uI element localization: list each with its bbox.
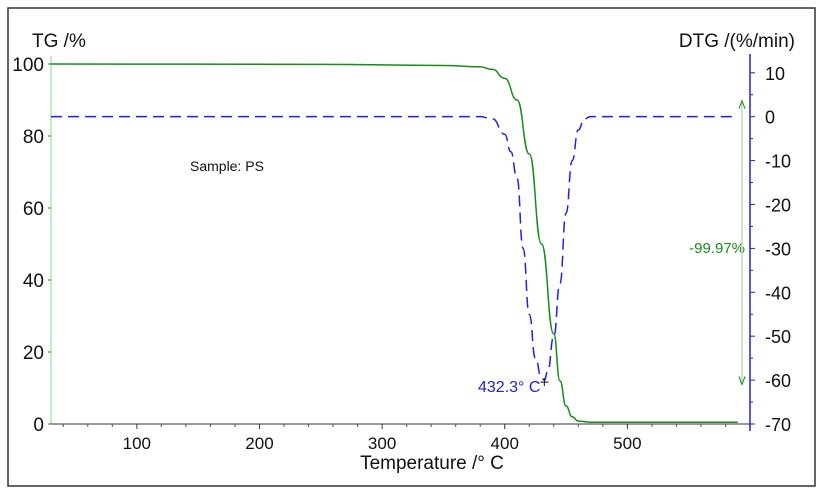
y-right-tick-label: 0 [765,108,775,128]
y-left-tick-label: 0 [33,415,44,436]
y-right-tick-label: -50 [765,327,791,347]
x-tick-label: 200 [245,434,273,453]
y-left-tick-label: 20 [23,343,44,364]
peak-label: 432.3° C [478,379,540,396]
x-tick-label: 400 [491,434,519,453]
right-axis-label: DTG /(%/min) [679,31,795,52]
arrow-head-down [738,376,746,386]
y-right-tick-label: -10 [765,152,791,172]
x-axis-label: Temperature /° C [360,453,504,474]
left-axis-label: TG /% [32,31,86,52]
y-left-tick-label: 40 [23,271,44,292]
x-tick-label: 500 [613,434,641,453]
x-tick-label: 300 [368,434,396,453]
sample-label: Sample: PS [190,158,264,174]
y-left-tick-label: 80 [23,127,44,148]
y-right-tick-label: 10 [765,64,785,84]
mass-loss-label: -99.97% [689,240,745,257]
peak-marker [540,378,549,387]
dtg-curve [50,115,738,381]
tg-curve [50,63,738,423]
y-right-tick-label: -40 [765,283,791,303]
figure-border [7,7,816,487]
y-right-tick-label: -30 [765,239,791,259]
arrow-head-up [738,99,746,109]
x-tick-label: 100 [123,434,151,453]
y-left-tick-label: 100 [12,55,44,76]
y-right-tick-label: -20 [765,195,791,215]
y-right-tick-label: -70 [765,415,791,435]
y-left-tick-label: 60 [23,199,44,220]
y-right-tick-label: -60 [765,371,791,391]
